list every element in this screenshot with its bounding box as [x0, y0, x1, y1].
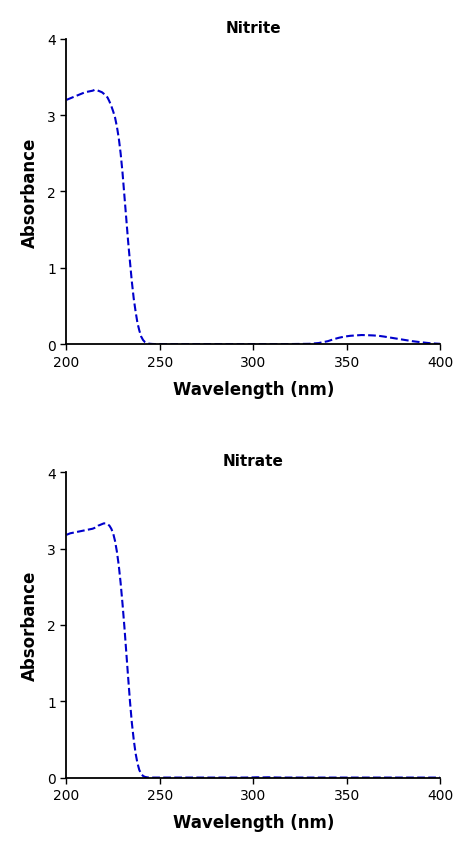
Y-axis label: Absorbance: Absorbance	[21, 570, 39, 680]
X-axis label: Wavelength (nm): Wavelength (nm)	[173, 380, 334, 398]
X-axis label: Wavelength (nm): Wavelength (nm)	[173, 813, 334, 832]
Title: Nitrite: Nitrite	[226, 20, 281, 36]
Y-axis label: Absorbance: Absorbance	[21, 137, 39, 247]
Title: Nitrate: Nitrate	[223, 454, 283, 469]
